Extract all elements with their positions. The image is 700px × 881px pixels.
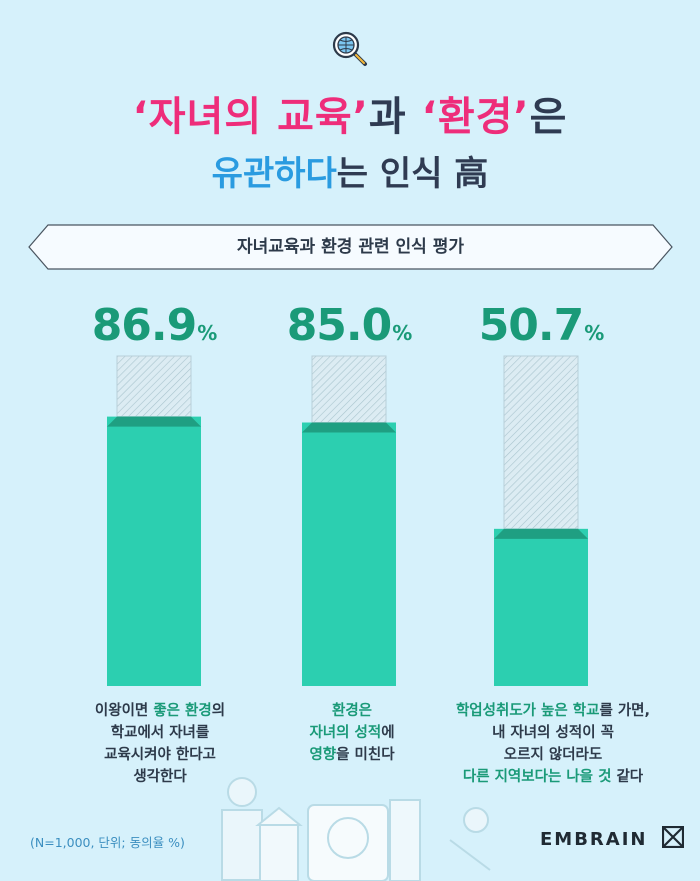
bar-remainder [116, 355, 192, 418]
category-label: 이왕이면 좋은 환경의 학교에서 자녀를 교육시켜야 한다고 생각한다 [94, 703, 226, 785]
bar-remainder [503, 355, 579, 530]
page-title: ‘자녀의 교육’과 ‘환경’은 [0, 84, 700, 142]
chart-title: 자녀교육과 환경 관련 인식 평가 [237, 237, 464, 257]
value-label: 85.0% [286, 300, 413, 351]
bar-top-cap [302, 422, 396, 433]
bar [107, 416, 201, 686]
bar-top-cap [107, 416, 201, 427]
title-highlight-education: ‘자녀의 교육’ [132, 94, 369, 140]
title-connector: 과 [368, 94, 422, 140]
page-subtitle: 유관하다는 인식 高 [0, 146, 700, 195]
school-illustration [221, 777, 491, 881]
title-suffix: 은 [529, 94, 568, 140]
value-label: 86.9% [91, 300, 218, 351]
search-globe-icon [329, 28, 369, 68]
subtitle-highlight: 유관하다 [211, 154, 337, 194]
footnote: (N=1,000, 단위; 동의율 %) [30, 835, 185, 850]
bar-remainder [311, 355, 387, 423]
subtitle-rest: 는 인식 高 [336, 154, 489, 194]
value-label: 50.7% [478, 300, 605, 351]
bar-top-cap [494, 528, 588, 539]
bar [302, 422, 396, 686]
category-label: 학업성취도가 높은 학교를 가면, 내 자녀의 성적이 꼭 오르지 않더라도 다… [455, 703, 651, 785]
embrain-logo-icon [661, 825, 684, 849]
brand-logo: EMBRAIN [540, 825, 684, 850]
bar [494, 528, 588, 686]
brand-logo-text: EMBRAIN [540, 829, 648, 850]
category-label: 환경은 자녀의 성적에 영향을 미친다 [309, 703, 395, 763]
chart-title-banner [28, 224, 673, 270]
title-highlight-environment: ‘환경’ [421, 94, 530, 140]
